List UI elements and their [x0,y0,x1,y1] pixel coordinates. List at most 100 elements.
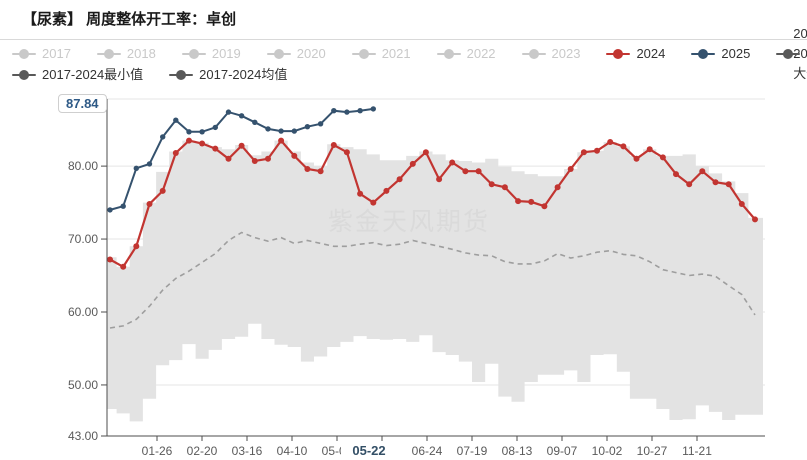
legend-item-2017-2024均值[interactable]: 2017-2024均值 [169,65,287,85]
series-2025-point [252,119,258,125]
series-2024-point [620,143,627,150]
series-2024-point [383,187,390,194]
minmax-band [107,140,763,422]
series-2025-point [291,128,297,134]
legend-line-marker-icon [169,70,194,80]
legend-item-2017-2024最小值[interactable]: 2017-2024最小值 [12,65,143,85]
series-2024-point [186,137,192,144]
y-axis-label: 43.00 [68,429,98,443]
y-axis-max-value-badge: 87.84 [58,94,107,113]
y-axis-label: 70.00 [68,232,98,246]
legend-line-marker-icon [691,49,716,59]
chart-title: 【尿素】 周度整体开工率：卓创 [22,11,237,28]
legend-item-2017[interactable]: 2017 [12,44,71,64]
series-2025-point [357,108,363,114]
legend-line-marker-icon [12,70,36,80]
x-axis-label: 03-16 [232,444,263,458]
legend-item-label: 2022 [466,46,496,61]
series-2024-point [488,181,495,188]
legend-line-marker-icon [776,49,801,59]
legend-line-marker-icon [181,49,206,59]
legend-item-label: 2024 [636,46,666,61]
series-2024-point [212,145,219,152]
legend-item-label: 2025 [721,46,751,61]
series-2025-point [146,161,153,167]
series-2024-point [291,152,298,159]
legend-item-2017-2024最大值[interactable]: 2017-2024最大值 [776,24,807,84]
x-axis-label: 11-21 [682,444,712,458]
legend-item-label: 2017 [42,46,71,61]
series-2025-point [120,203,126,209]
series-2024-point [541,203,548,210]
legend-item-2023[interactable]: 2023 [521,44,580,64]
series-2024-point [462,168,469,175]
series-2024-point [449,159,456,166]
legend-item-2018[interactable]: 2018 [96,44,156,64]
series-2025-point [265,126,271,132]
series-2024-point [528,198,535,205]
series-2024-point [554,184,561,191]
series-2025-point [173,117,179,123]
series-2024-point [251,158,258,164]
legend-item-label: 2017-2024均值 [199,67,288,82]
legend-item-2022[interactable]: 2022 [436,44,496,64]
series-2024-point [225,155,232,162]
legend-line-marker-icon [521,49,546,59]
series-2025-point [199,129,205,135]
series-2024-point [567,166,574,172]
x-axis-label: 09-07 [547,444,578,458]
series-2025-point [186,129,192,135]
series-2024-point [343,149,350,156]
series-2024-point [330,142,337,148]
series-2025-point [212,124,218,131]
legend-item-2019[interactable]: 2019 [181,44,241,64]
series-2024-point [422,149,429,156]
series-2024-point [304,166,311,172]
x-axis-label: 10-02 [592,444,623,458]
series-2025-point [304,124,311,130]
series-2024-point [475,168,482,175]
legend-item-label: 2017-2024最大值 [793,26,807,81]
legend-line-marker-icon [436,49,461,59]
legend-item-2021[interactable]: 2021 [351,44,411,64]
legend-line-marker-icon [606,49,631,59]
series-2024-point [146,201,153,207]
legend-item-2024[interactable]: 2024 [606,44,665,64]
plot-area: 80.00 70.00 60.00 50.00 43.00 01-26 02-20 03-16… [0,84,807,460]
series-2024-point [396,176,403,183]
legend-item-label: 2020 [296,46,326,61]
legend-line-marker-icon [266,49,291,59]
series-2024-point [686,181,693,188]
series-2024-point [633,155,640,162]
series-2024-point [725,181,732,188]
x-axis-label: 02-20 [187,444,218,458]
series-2024-point [409,160,416,167]
x-axis-label: 06-24 [412,444,443,458]
series-2024-point [699,168,706,175]
y-axis-label: 50.00 [68,378,98,392]
legend-row-1: 2017 2018 2019 2020 2021 2022 2023 2024 2025 2017… [12,26,807,81]
series-2025-point [160,134,166,140]
legend-item-2025[interactable]: 2025 [691,44,750,64]
header-divider [0,39,807,40]
series-2024-point [357,190,364,197]
legend-item-label: 2019 [211,46,241,61]
series-2024-point [659,154,666,161]
series-2024-point [159,187,166,194]
x-axis-label: 08-13 [502,444,533,458]
series-2024-point [515,198,522,205]
series-2025-point [331,108,337,114]
legend: 2017 2018 2019 2020 2021 2022 2023 2024 2025 2017… [12,26,807,85]
series-2024-point [607,139,614,145]
x-axis-label: 10-27 [637,444,668,458]
x-axis-label: 04-10 [277,444,308,458]
y-axis-label: 60.00 [68,305,98,319]
series-2024-point [646,146,653,153]
series-2024-point [580,149,587,156]
series-2025-point [133,165,139,171]
legend-item-2020[interactable]: 2020 [266,44,326,64]
legend-item-label: 2021 [381,46,411,61]
series-2024-point [265,155,271,162]
series-2025-point [107,207,113,213]
